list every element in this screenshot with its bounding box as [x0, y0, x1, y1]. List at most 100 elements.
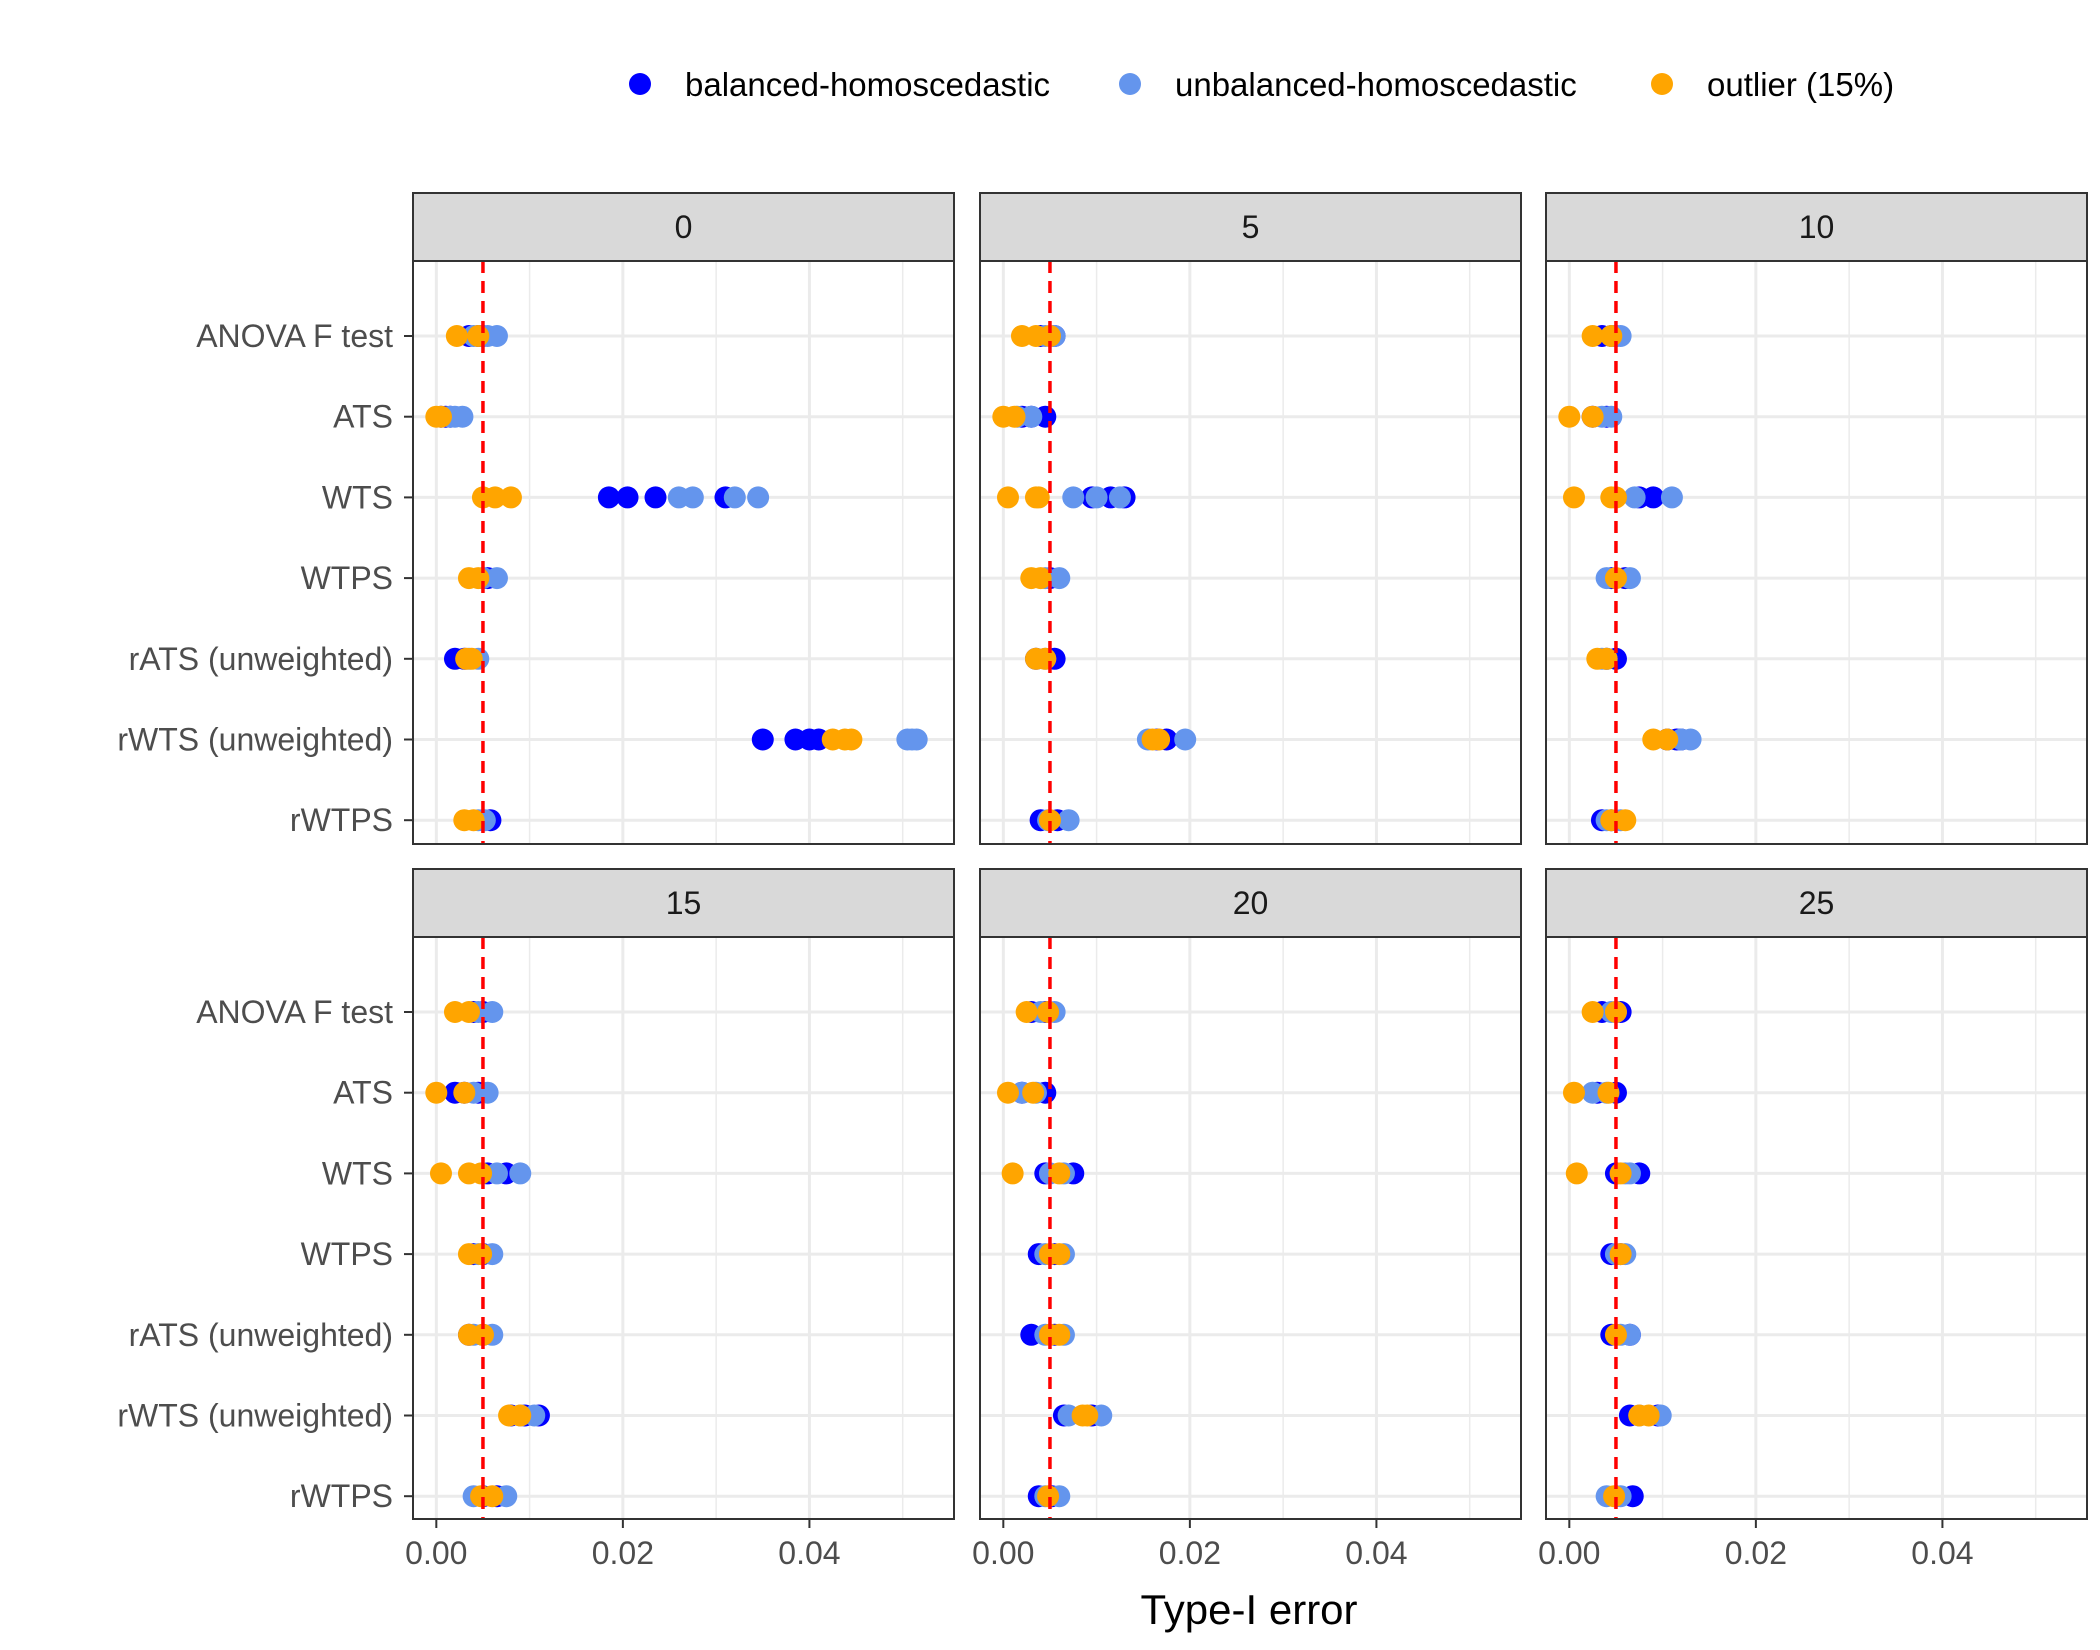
- data-point: [996, 486, 1019, 509]
- y-axis: ANOVA F test ATS WTS WTPS rATS (unweighted) r…: [117, 318, 413, 838]
- data-point: [471, 1323, 494, 1346]
- facet-panel: 5: [979, 192, 1522, 845]
- legend-item: outlier (15%): [1651, 66, 1894, 103]
- data-point: [1604, 486, 1627, 509]
- facet-strip: [412, 192, 955, 262]
- facet-panels: 0 5 10 15 20 25: [412, 192, 2088, 1520]
- data-point: [485, 325, 508, 347]
- data-point: [1062, 486, 1085, 509]
- data-point: [1656, 728, 1679, 751]
- data-point: [1604, 567, 1627, 590]
- data-point: [1581, 405, 1604, 428]
- facet-panel: 0: [412, 192, 955, 845]
- y-axes: ANOVA F test ATS WTS WTPS rATS (unweighted) r…: [117, 318, 413, 1514]
- y-tick-label: rATS (unweighted): [129, 1317, 393, 1353]
- data-point: [644, 486, 667, 509]
- data-point: [485, 1162, 508, 1185]
- data-point: [481, 1485, 504, 1508]
- y-tick-label: WTS: [322, 1155, 393, 1191]
- x-tick-label: 0.04: [778, 1535, 840, 1571]
- y-tick-label: ANOVA F test: [196, 994, 393, 1030]
- panel-background: [413, 937, 954, 1519]
- data-point: [1562, 486, 1585, 509]
- panel-background: [980, 937, 1521, 1519]
- y-tick-label: WTS: [322, 479, 393, 515]
- data-point: [1037, 1001, 1060, 1023]
- data-point: [1609, 1162, 1632, 1185]
- data-point: [476, 1081, 499, 1104]
- panel-border: [1545, 936, 2088, 1520]
- data-point: [1037, 1485, 1060, 1508]
- data-point: [723, 486, 746, 509]
- x-tick-label: 0.00: [972, 1535, 1034, 1571]
- x-tick-label: 0.02: [592, 1535, 654, 1571]
- data-point: [509, 1162, 532, 1185]
- data-point: [905, 728, 928, 751]
- data-point: [597, 486, 620, 509]
- data-point: [1609, 1243, 1632, 1266]
- data-point: [451, 405, 474, 428]
- data-point: [1034, 647, 1057, 670]
- data-point: [485, 567, 508, 590]
- y-axis: ANOVA F test ATS WTS WTPS rATS (unweighted) r…: [117, 994, 413, 1514]
- facet-panel: 15: [412, 868, 955, 1520]
- data-point: [457, 1001, 480, 1023]
- data-point: [1614, 809, 1637, 832]
- data-point: [840, 728, 863, 751]
- data-point: [1660, 486, 1683, 509]
- legend-label: balanced-homoscedastic: [685, 66, 1050, 103]
- facet-panel: 25: [1545, 868, 2088, 1520]
- data-point: [470, 1243, 493, 1266]
- facet-label: 25: [1799, 885, 1835, 921]
- data-point: [747, 486, 770, 509]
- legend-label: outlier (15%): [1707, 66, 1894, 103]
- legend-label: unbalanced-homoscedastic: [1175, 66, 1577, 103]
- y-tick-label: WTPS: [301, 1236, 393, 1272]
- data-point: [1679, 728, 1702, 751]
- data-point: [681, 486, 704, 509]
- y-tick-label: rWTS (unweighted): [117, 722, 393, 758]
- y-tick-label: ANOVA F test: [196, 318, 393, 354]
- data-point: [499, 486, 522, 509]
- facet-label: 15: [666, 885, 702, 921]
- x-tick-label: 0.00: [405, 1535, 467, 1571]
- x-axis: 0.00 0.02 0.04: [972, 1519, 1408, 1571]
- data-point: [1048, 1243, 1071, 1266]
- facet-strip: [1545, 192, 2088, 262]
- panel-border: [979, 936, 1522, 1520]
- y-tick-label: rWTPS: [290, 1478, 393, 1514]
- data-point: [616, 486, 639, 509]
- data-point: [1642, 486, 1665, 509]
- data-point: [1003, 405, 1026, 428]
- x-tick-label: 0.00: [1538, 1535, 1600, 1571]
- data-point: [1562, 1081, 1585, 1104]
- panel-border: [412, 936, 955, 1520]
- data-point: [467, 325, 490, 347]
- data-point: [429, 1162, 452, 1185]
- data-point: [1108, 486, 1131, 509]
- data-point: [751, 728, 774, 751]
- data-point: [1581, 1001, 1604, 1023]
- panel-background: [1546, 261, 2087, 844]
- data-point: [453, 1081, 476, 1104]
- data-point: [1604, 1323, 1627, 1346]
- data-point: [470, 1162, 493, 1185]
- x-axes: 0.00 0.02 0.04 0.00 0.02 0.04 0.00 0.02 0.04: [405, 1519, 1974, 1571]
- facet-strip: [1545, 868, 2088, 938]
- x-tick-label: 0.02: [1725, 1535, 1787, 1571]
- data-point: [1048, 567, 1071, 590]
- legend-item: unbalanced-homoscedastic: [1119, 66, 1577, 103]
- data-point: [1029, 567, 1052, 590]
- data-point: [460, 647, 483, 670]
- x-axis-title: Type-I error: [1140, 1586, 1357, 1633]
- facet-label: 10: [1799, 209, 1835, 245]
- legend-item: balanced-homoscedastic: [629, 66, 1050, 103]
- data-point: [1595, 647, 1618, 670]
- x-axis: 0.00 0.02 0.04: [405, 1519, 841, 1571]
- y-tick-label: ATS: [333, 399, 393, 435]
- data-point: [425, 1081, 448, 1104]
- y-tick-label: ATS: [333, 1075, 393, 1111]
- panel-background: [1546, 937, 2087, 1519]
- data-point: [1038, 809, 1061, 832]
- facet-panel: 10: [1545, 192, 2088, 845]
